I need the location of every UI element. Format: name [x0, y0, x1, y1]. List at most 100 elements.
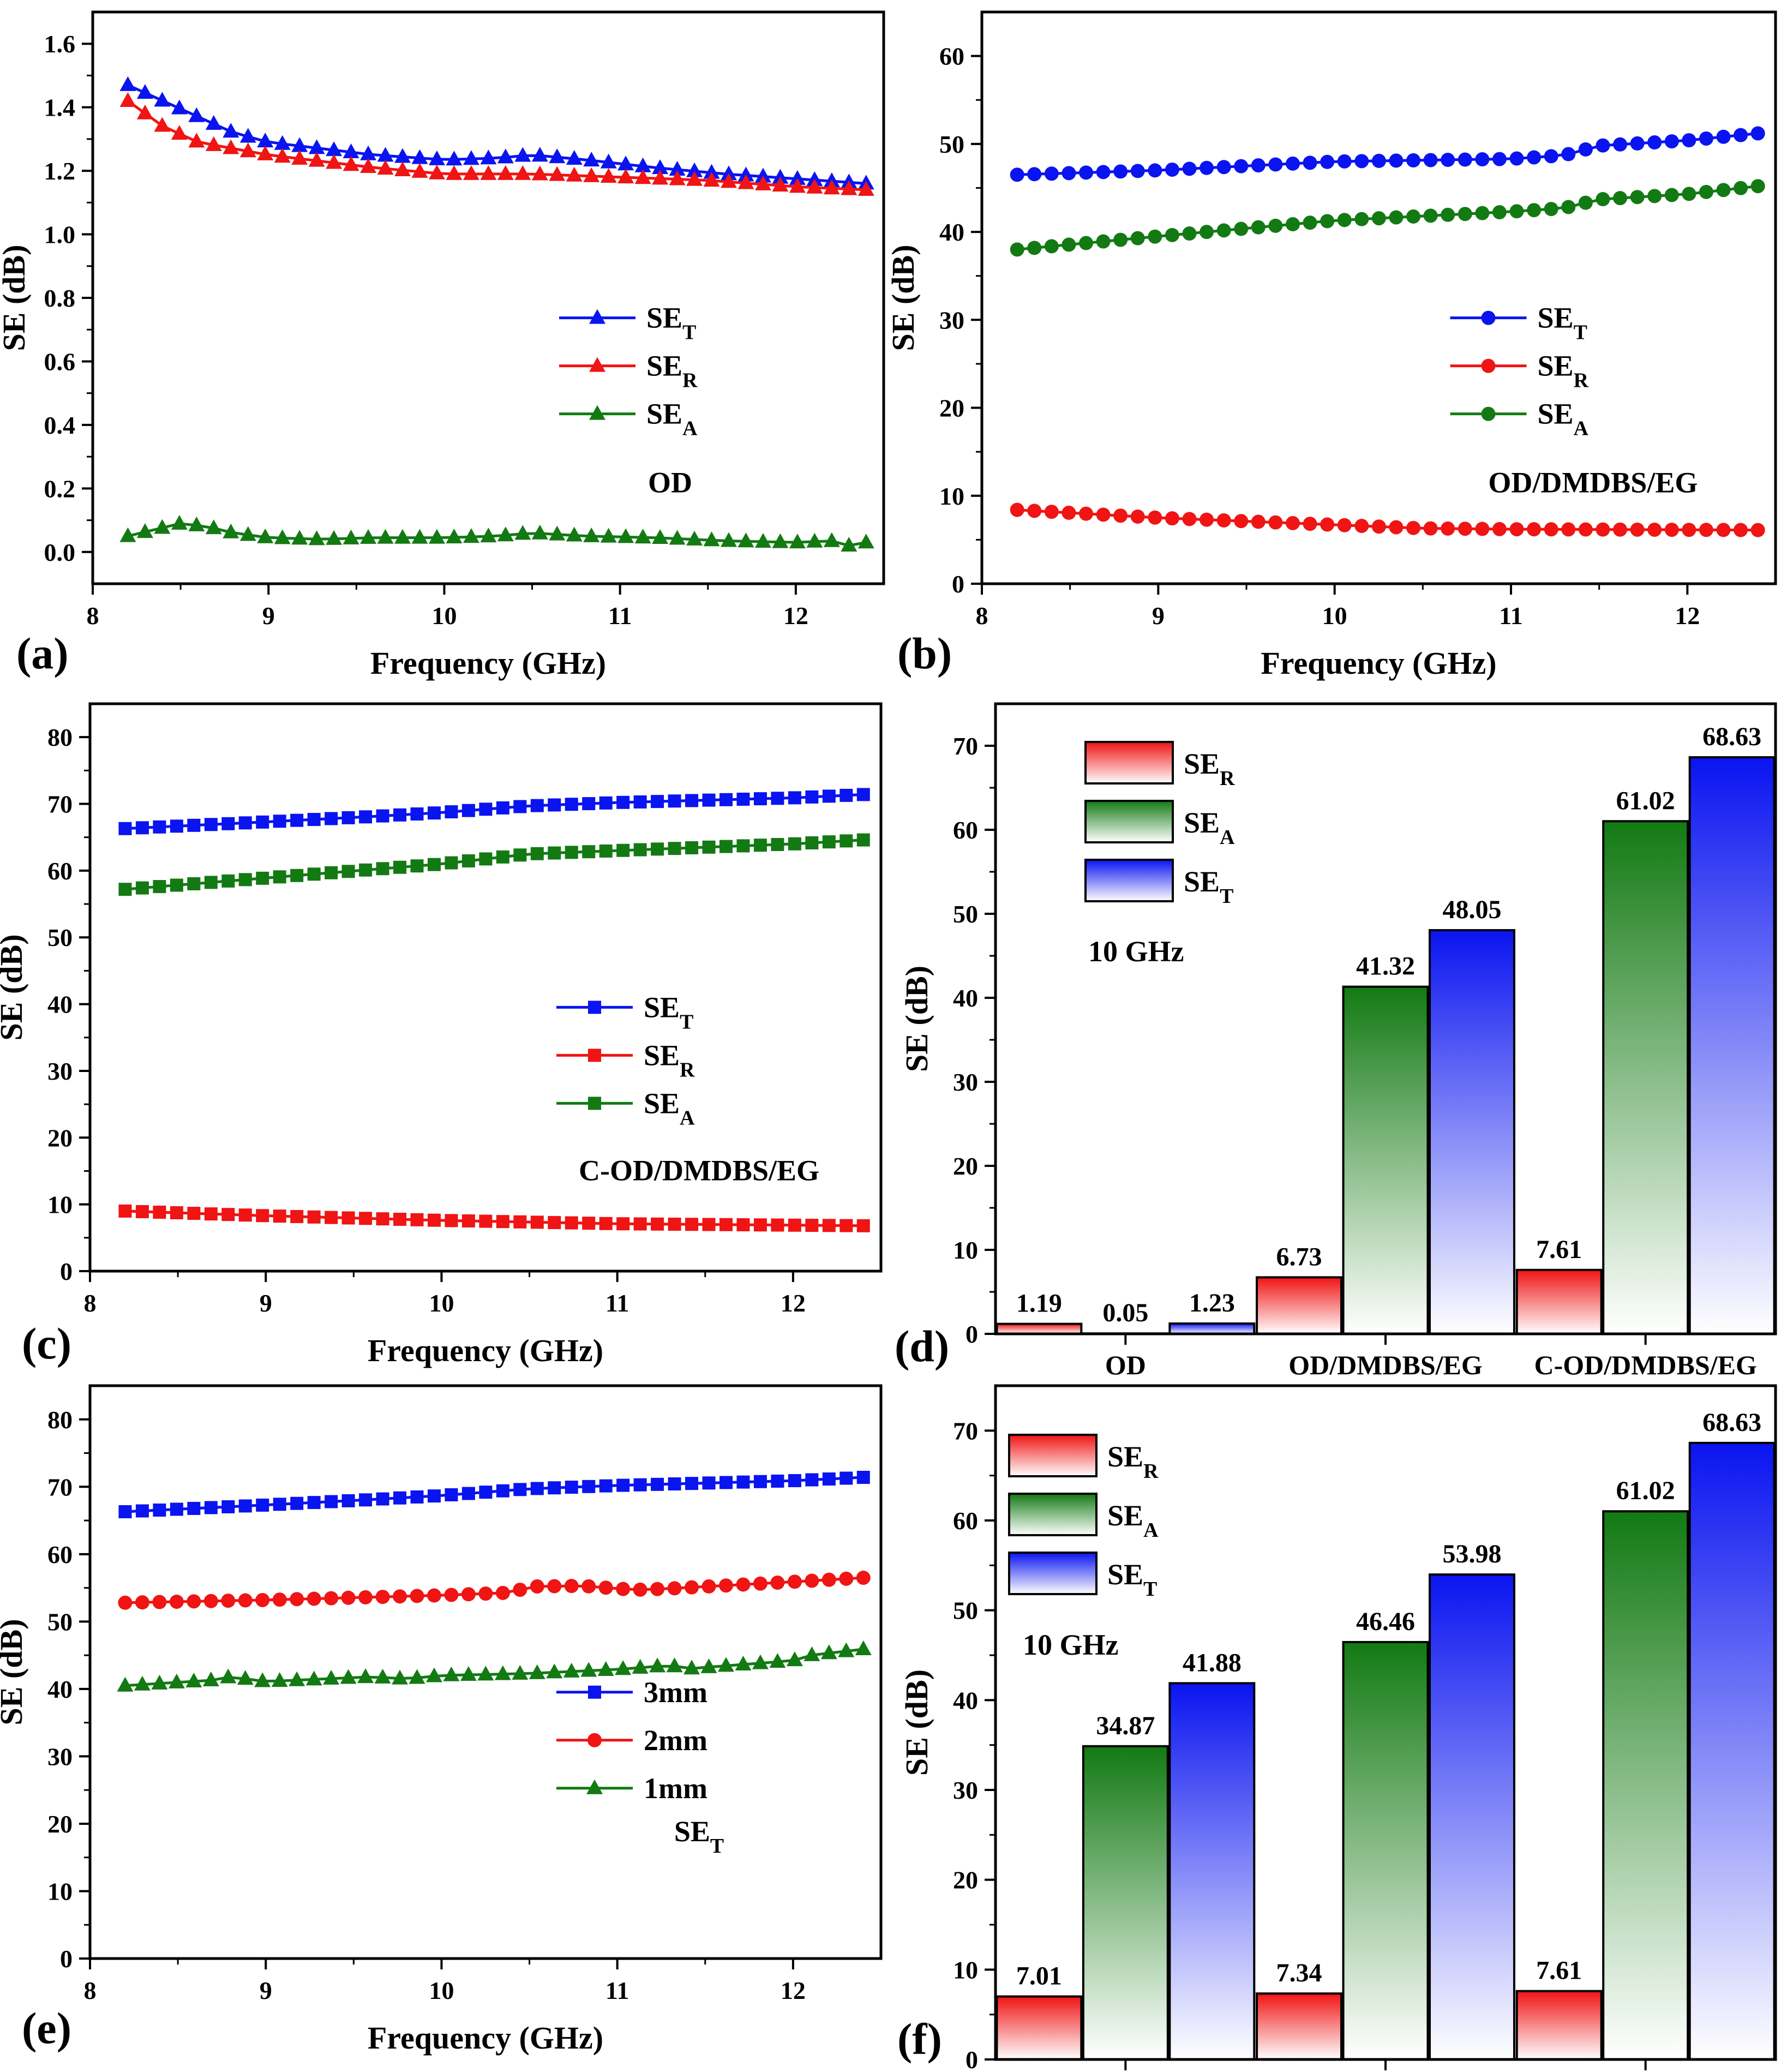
- data-point: [445, 805, 458, 819]
- data-point: [789, 178, 806, 193]
- data-point: [393, 1589, 407, 1604]
- series-line: [125, 1648, 864, 1687]
- data-point: [291, 149, 308, 165]
- data-point: [410, 807, 424, 821]
- data-point: [1337, 518, 1352, 532]
- data-point: [480, 149, 497, 165]
- chart-d: 0 10 20 30 40 50 60 70 SE (dB) OD 1.19 0.05 1.23 OD/D…: [899, 702, 1777, 1380]
- data-point: [702, 840, 716, 854]
- panel-letter: (e): [22, 2003, 71, 2053]
- data-point: [549, 166, 566, 181]
- data-point: [599, 1479, 613, 1493]
- data-point: [1303, 155, 1317, 170]
- data-point: [1475, 206, 1490, 220]
- data-point: [856, 833, 870, 847]
- x-tick-label: 10: [1322, 602, 1347, 630]
- data-point: [1165, 511, 1179, 526]
- data-point: [204, 1207, 218, 1221]
- data-point: [719, 840, 733, 853]
- data-point: [597, 1661, 614, 1676]
- data-point: [1596, 138, 1610, 153]
- data-point: [633, 1217, 647, 1231]
- data-point: [1441, 152, 1455, 167]
- y-tick-label: 30: [939, 306, 964, 334]
- data-point: [153, 880, 166, 894]
- y-axis-title: SE (dB): [0, 1619, 29, 1725]
- data-point: [341, 865, 355, 878]
- data-point: [1682, 187, 1696, 201]
- series-ser: [118, 1204, 870, 1232]
- data-point: [1320, 214, 1335, 229]
- data-point: [634, 157, 651, 172]
- chart-annotation: 10 GHz: [1088, 935, 1184, 968]
- data-point: [839, 1219, 853, 1232]
- data-point: [360, 158, 377, 173]
- data-point: [153, 820, 166, 834]
- data-point: [118, 1204, 132, 1218]
- bar: [1256, 1276, 1342, 1335]
- chart-annotation: OD: [648, 466, 692, 499]
- data-point: [495, 1585, 510, 1600]
- data-point: [616, 1478, 630, 1492]
- data-point: [1337, 154, 1352, 169]
- data-point: [669, 530, 686, 545]
- data-point: [1234, 221, 1249, 236]
- data-point: [119, 527, 136, 542]
- data-point: [377, 160, 394, 175]
- data-point: [326, 154, 343, 169]
- data-point: [257, 145, 274, 160]
- bar: [1515, 1990, 1603, 2061]
- data-point: [514, 525, 531, 540]
- data-point: [772, 169, 789, 184]
- data-point: [717, 1657, 734, 1672]
- data-point: [1716, 523, 1731, 537]
- x-axis-title: Frequency (GHz): [368, 1333, 603, 1368]
- y-tick-label: 60: [939, 43, 964, 70]
- data-point: [1096, 165, 1111, 179]
- series-line: [127, 83, 866, 185]
- data-point: [118, 822, 132, 835]
- data-point: [1613, 137, 1628, 152]
- data-point: [1441, 207, 1455, 222]
- data-point: [1406, 520, 1421, 535]
- data-point: [633, 1478, 647, 1492]
- data-point: [667, 1581, 682, 1596]
- data-point: [307, 1210, 321, 1224]
- data-point: [428, 529, 445, 544]
- data-point: [1010, 242, 1024, 257]
- category-label: OD/DMDBS/EG: [1288, 1350, 1483, 1380]
- data-point: [307, 1591, 321, 1606]
- data-point: [857, 534, 874, 549]
- data-point: [772, 533, 789, 548]
- data-point: [719, 1218, 733, 1231]
- data-point: [1734, 128, 1748, 142]
- bar-value-label: 7.61: [1536, 1956, 1582, 1985]
- data-point: [530, 799, 544, 812]
- data-point: [1578, 142, 1593, 157]
- data-point: [651, 1477, 664, 1491]
- data-point: [410, 1213, 424, 1226]
- x-tick-label: 9: [260, 1289, 272, 1317]
- data-point: [204, 818, 218, 831]
- data-point: [803, 1646, 820, 1661]
- data-point: [325, 1495, 338, 1508]
- data-point: [290, 1209, 304, 1223]
- data-point: [1354, 518, 1369, 533]
- y-tick-label: 50: [47, 924, 73, 951]
- data-point: [394, 148, 411, 163]
- data-point: [1544, 522, 1558, 537]
- y-tick-label: 80: [47, 723, 73, 751]
- data-point: [753, 839, 767, 852]
- data-point: [307, 1496, 321, 1510]
- data-point: [171, 514, 188, 530]
- data-point: [223, 123, 239, 138]
- data-point: [1268, 218, 1283, 233]
- data-point: [205, 115, 222, 130]
- data-point: [187, 1207, 201, 1220]
- bar-value-label: 34.87: [1096, 1711, 1155, 1740]
- legend-swatch: [1084, 859, 1174, 902]
- data-point: [702, 1476, 716, 1490]
- data-point: [1010, 502, 1024, 517]
- data-point: [290, 1592, 304, 1607]
- data-point: [652, 159, 669, 175]
